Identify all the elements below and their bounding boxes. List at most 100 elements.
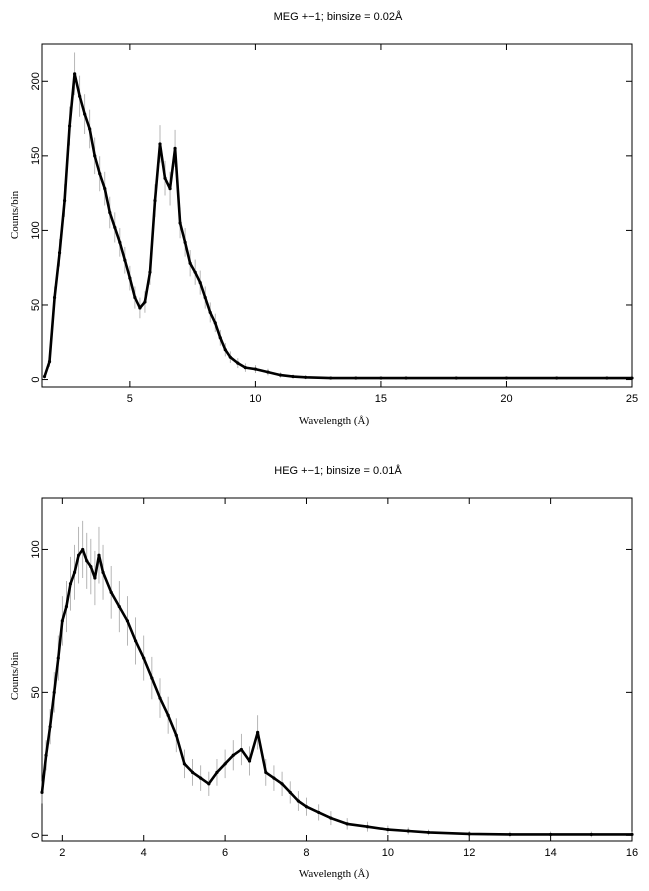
heg-data-line [40, 548, 632, 836]
meg-data-point [128, 276, 132, 280]
meg-data-point [188, 261, 192, 265]
heg-data-point [406, 829, 410, 833]
heg-data-point [239, 747, 243, 752]
heg-data-point [199, 776, 203, 780]
meg-data-point [52, 295, 57, 300]
meg-data-point [630, 376, 634, 380]
heg-data-points [40, 547, 634, 837]
heg-y-tick-label: 50 [30, 686, 42, 698]
meg-y-ticks: 0 50 100 150 200 [30, 72, 632, 383]
meg-y-tick-label: 200 [30, 72, 42, 90]
meg-data-point [68, 124, 72, 128]
heg-data-point [68, 582, 73, 586]
heg-data-point [174, 733, 178, 737]
heg-x-axis-label: Wavelength (Å) [299, 868, 370, 880]
heg-data-point [365, 825, 370, 829]
heg-error-bars [41, 520, 633, 838]
meg-data-point [605, 376, 609, 380]
heg-x-tick-label: 2 [59, 847, 65, 859]
meg-x-tick-label: 5 [127, 393, 133, 405]
meg-x-tick-label: 25 [626, 393, 638, 405]
meg-x-tick-label: 10 [249, 393, 261, 405]
heg-data-point [150, 676, 154, 680]
meg-data-point [143, 300, 147, 304]
heg-data-point [190, 770, 195, 775]
heg-chart: HEG +−1; binsize = 0.01Å 2 4 6 8 10 12 14 16 0 5… [9, 464, 638, 880]
heg-data-point [166, 713, 170, 717]
heg-data-point [133, 639, 138, 643]
meg-data-point [253, 367, 258, 371]
heg-x-tick-label: 14 [544, 847, 556, 859]
meg-y-axis-label: Counts/bin [9, 190, 21, 239]
meg-data-point [138, 306, 142, 310]
meg-data-point [236, 361, 240, 365]
meg-x-tick-label: 15 [375, 393, 387, 405]
heg-data-point [109, 590, 113, 594]
heg-data-point [207, 782, 211, 786]
meg-x-ticks: 5 10 15 20 25 [127, 44, 638, 405]
heg-x-ticks: 2 4 6 8 10 12 14 16 [59, 498, 638, 859]
heg-x-tick-label: 10 [382, 847, 394, 859]
meg-data-points [42, 72, 634, 380]
heg-data-point [223, 762, 227, 766]
heg-data-point [40, 790, 44, 795]
heg-data-point [97, 553, 101, 557]
meg-data-point [304, 375, 308, 379]
heg-data-point [345, 822, 349, 826]
heg-data-point [215, 770, 219, 775]
meg-data-point [504, 376, 509, 380]
heg-data-point [296, 799, 300, 803]
meg-y-tick-label: 100 [30, 221, 42, 239]
meg-chart-title: MEG +−1; binsize = 0.02Å [274, 10, 403, 23]
meg-plot-frame [41, 43, 633, 388]
meg-data-point [148, 270, 152, 274]
heg-data-point [549, 832, 553, 837]
heg-data-point [44, 753, 48, 757]
meg-data-point [454, 376, 458, 380]
heg-data-point [52, 690, 56, 694]
heg-data-point [317, 810, 321, 815]
meg-data-point [88, 127, 92, 131]
heg-y-ticks: 0 50 100 [30, 540, 632, 838]
heg-data-point [85, 559, 89, 563]
heg-data-point [386, 827, 390, 832]
heg-data-point [60, 619, 64, 623]
heg-data-point [426, 830, 431, 835]
heg-data-point [81, 547, 85, 552]
meg-data-point [123, 258, 127, 262]
heg-data-point [125, 619, 130, 623]
meg-data-point [243, 366, 247, 370]
heg-y-axis-label: Counts/bin [9, 651, 21, 700]
meg-data-point [42, 374, 47, 379]
meg-y-tick-label: 150 [30, 147, 42, 165]
meg-data-point [218, 336, 222, 340]
meg-data-point [266, 370, 270, 374]
heg-data-point [64, 605, 69, 609]
heg-data-point [247, 759, 252, 763]
meg-data-point [404, 376, 408, 380]
meg-data-point [555, 376, 559, 380]
meg-data-point [223, 348, 227, 352]
meg-data-point [163, 176, 167, 180]
meg-data-point [208, 310, 212, 315]
meg-x-tick-label: 20 [500, 393, 512, 405]
heg-data-point [182, 762, 187, 766]
meg-y-tick-label: 0 [30, 376, 42, 382]
heg-y-tick-label: 100 [30, 540, 42, 558]
heg-data-point [101, 570, 105, 574]
heg-data-point [48, 725, 52, 729]
meg-data-point [98, 172, 102, 176]
meg-data-point [108, 210, 112, 215]
meg-data-point [133, 295, 137, 300]
meg-data-point [354, 376, 358, 380]
meg-data-point [178, 221, 182, 225]
heg-x-tick-label: 4 [141, 847, 147, 859]
meg-x-axis-label: Wavelength (Å) [299, 415, 370, 427]
heg-data-point [589, 832, 593, 837]
heg-data-point [158, 696, 162, 700]
meg-data-point [113, 225, 117, 230]
meg-data-point [173, 146, 177, 150]
meg-y-tick-label: 50 [30, 299, 42, 311]
meg-data-point [198, 281, 202, 285]
